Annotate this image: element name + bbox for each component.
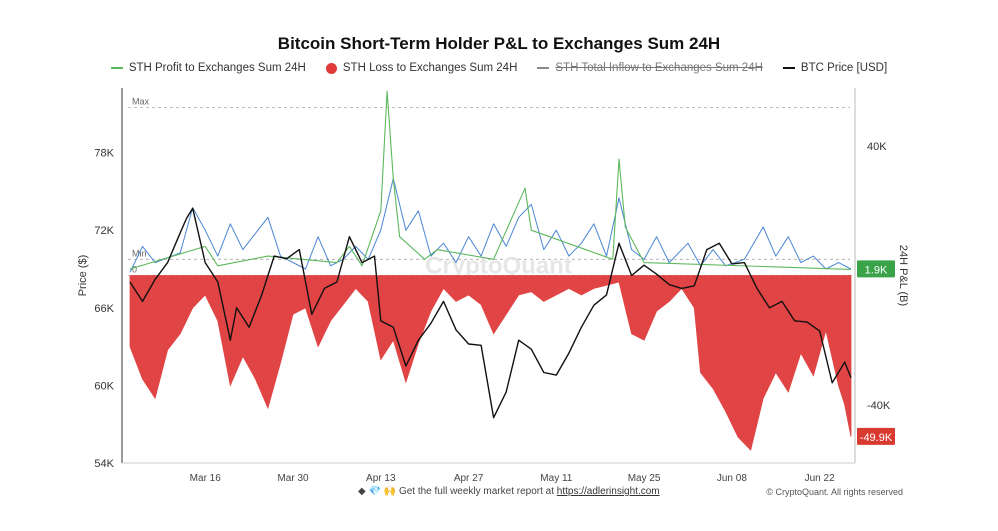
series-price-line (129, 207, 852, 419)
y-left-tick-label: 78K (94, 148, 114, 160)
y-right-tick-label: -40K (867, 400, 891, 412)
legend-label-profit: STH Profit to Exchanges Sum 24H (128, 62, 306, 74)
legend-swatch-inflow (537, 67, 550, 69)
legend-label-price: BTC Price [USD] (800, 62, 888, 74)
y-right-label: 24H P&L (B) (897, 245, 909, 306)
legend-item-profit[interactable]: STH Profit to Exchanges Sum 24H (110, 62, 306, 74)
copyright: © CryptoQuant. All rights reserved (766, 487, 903, 497)
y-left-tick-label: 54K (94, 458, 114, 470)
last-value-loss-badge-bg (857, 427, 895, 445)
series-profit-line (129, 90, 852, 270)
legend-label-inflow: STH Total Inflow to Exchanges Sum 24H (555, 62, 763, 74)
series-inflow-line (129, 178, 852, 273)
legend-item-loss[interactable]: STH Loss to Exchanges Sum 24H (325, 62, 518, 74)
legend-item-price[interactable]: BTC Price [USD] (782, 62, 888, 74)
y-left-tick-label: 60K (94, 380, 114, 392)
reference-label-min: Min (132, 248, 147, 258)
legend-label-loss: STH Loss to Exchanges Sum 24H (342, 62, 518, 74)
footer-note: ◆ 💎 🙌 Get the full weekly market report … (358, 486, 660, 497)
last-value-profit-badge-bg (857, 260, 895, 278)
reference-label-max: Max (132, 96, 150, 106)
x-tick-label: Apr 13 (366, 473, 396, 484)
y-left-label: Price ($) (77, 255, 89, 297)
last-value-profit-badge: 1.9K (865, 264, 888, 276)
x-tick-label: Jun 22 (805, 473, 835, 484)
footer-emojis: ◆ 💎 🙌 (358, 486, 397, 497)
footer-text: Get the full weekly market report at (398, 486, 557, 497)
x-tick-label: Apr 27 (454, 473, 484, 484)
legend-swatch-loss (325, 62, 337, 74)
y-right-tick-label: 40K (867, 141, 887, 153)
legend-item-inflow[interactable]: STH Total Inflow to Exchanges Sum 24H (537, 62, 763, 74)
last-value-loss-badge: -49.9K (860, 432, 893, 444)
watermark: CryptoQuant (425, 253, 572, 280)
chart-title: Bitcoin Short-Term Holder P&L to Exchang… (277, 34, 721, 53)
x-tick-label: May 11 (540, 473, 572, 484)
x-tick-label: Mar 30 (277, 473, 309, 484)
x-tick-label: Jun 08 (717, 473, 747, 484)
reference-label-0: 0 (132, 265, 137, 275)
legend: STH Profit to Exchanges Sum 24H STH Loss… (0, 62, 998, 74)
series-loss-area (129, 275, 852, 451)
y-left-tick-label: 72K (94, 225, 114, 237)
y-left-tick-label: 66K (94, 303, 114, 315)
x-tick-label: May 25 (628, 473, 661, 484)
legend-swatch-price (782, 67, 795, 69)
report-link[interactable]: https://adlerinsight.com (556, 486, 660, 497)
x-tick-label: Mar 16 (190, 473, 222, 484)
legend-swatch-profit (110, 67, 123, 69)
